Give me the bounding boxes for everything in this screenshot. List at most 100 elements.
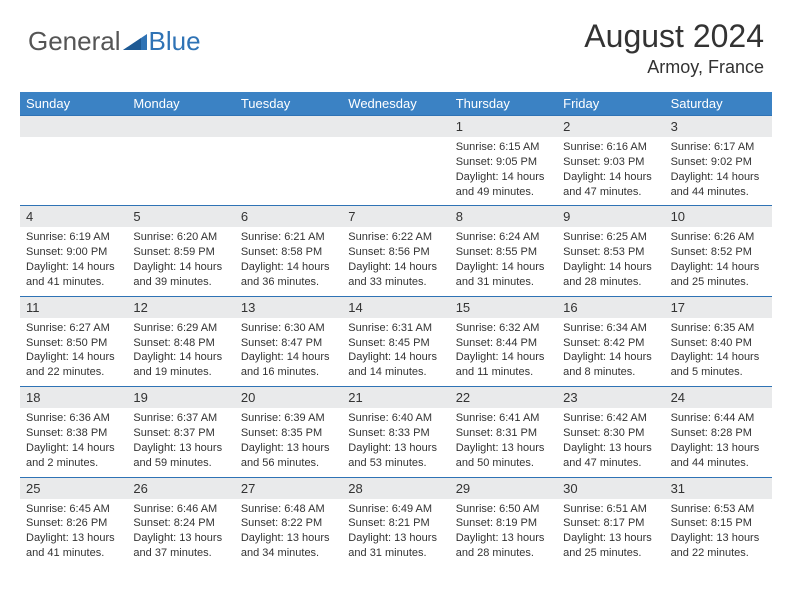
day-cell: Sunrise: 6:24 AMSunset: 8:55 PMDaylight:… xyxy=(450,227,557,295)
sunrise-text: Sunrise: 6:42 AM xyxy=(563,411,658,426)
sunset-text: Sunset: 8:31 PM xyxy=(456,426,551,441)
day-number: 28 xyxy=(342,478,449,499)
daylight-text-2: and 50 minutes. xyxy=(456,456,551,471)
day-number: 6 xyxy=(235,206,342,227)
day-number-row: 45678910 xyxy=(20,205,772,227)
sunrise-text: Sunrise: 6:27 AM xyxy=(26,321,121,336)
day-cell: Sunrise: 6:42 AMSunset: 8:30 PMDaylight:… xyxy=(557,408,664,476)
day-number: 2 xyxy=(557,116,664,137)
day-number xyxy=(20,116,127,137)
day-cell: Sunrise: 6:46 AMSunset: 8:24 PMDaylight:… xyxy=(127,499,234,567)
day-number: 11 xyxy=(20,297,127,318)
day-cell: Sunrise: 6:34 AMSunset: 8:42 PMDaylight:… xyxy=(557,318,664,386)
day-number: 9 xyxy=(557,206,664,227)
day-cell: Sunrise: 6:21 AMSunset: 8:58 PMDaylight:… xyxy=(235,227,342,295)
day-number: 16 xyxy=(557,297,664,318)
daylight-text-2: and 8 minutes. xyxy=(563,365,658,380)
daylight-text-1: Daylight: 13 hours xyxy=(133,441,228,456)
day-number: 18 xyxy=(20,387,127,408)
sunset-text: Sunset: 8:37 PM xyxy=(133,426,228,441)
sunrise-text: Sunrise: 6:34 AM xyxy=(563,321,658,336)
sunrise-text: Sunrise: 6:29 AM xyxy=(133,321,228,336)
daylight-text-2: and 16 minutes. xyxy=(241,365,336,380)
day-number: 15 xyxy=(450,297,557,318)
sunrise-text: Sunrise: 6:45 AM xyxy=(26,502,121,517)
day-number: 8 xyxy=(450,206,557,227)
sunset-text: Sunset: 8:33 PM xyxy=(348,426,443,441)
day-number: 31 xyxy=(665,478,772,499)
day-number: 25 xyxy=(20,478,127,499)
logo-text-blue: Blue xyxy=(149,26,201,57)
daylight-text-1: Daylight: 13 hours xyxy=(671,441,766,456)
day-number: 14 xyxy=(342,297,449,318)
weekday-label: Wednesday xyxy=(342,92,449,115)
location: Armoy, France xyxy=(584,57,764,78)
sunset-text: Sunset: 8:28 PM xyxy=(671,426,766,441)
day-cell: Sunrise: 6:41 AMSunset: 8:31 PMDaylight:… xyxy=(450,408,557,476)
daylight-text-2: and 44 minutes. xyxy=(671,456,766,471)
daylight-text-1: Daylight: 13 hours xyxy=(26,531,121,546)
sunset-text: Sunset: 8:42 PM xyxy=(563,336,658,351)
daylight-text-1: Daylight: 14 hours xyxy=(26,441,121,456)
day-body-row: Sunrise: 6:36 AMSunset: 8:38 PMDaylight:… xyxy=(20,408,772,476)
daylight-text-1: Daylight: 13 hours xyxy=(241,531,336,546)
daylight-text-1: Daylight: 14 hours xyxy=(348,350,443,365)
daylight-text-1: Daylight: 14 hours xyxy=(456,260,551,275)
sunrise-text: Sunrise: 6:30 AM xyxy=(241,321,336,336)
day-number: 10 xyxy=(665,206,772,227)
day-cell: Sunrise: 6:16 AMSunset: 9:03 PMDaylight:… xyxy=(557,137,664,205)
day-cell: Sunrise: 6:51 AMSunset: 8:17 PMDaylight:… xyxy=(557,499,664,567)
daylight-text-2: and 11 minutes. xyxy=(456,365,551,380)
daylight-text-2: and 33 minutes. xyxy=(348,275,443,290)
daylight-text-1: Daylight: 14 hours xyxy=(563,170,658,185)
day-number: 26 xyxy=(127,478,234,499)
sunrise-text: Sunrise: 6:44 AM xyxy=(671,411,766,426)
day-cell: Sunrise: 6:19 AMSunset: 9:00 PMDaylight:… xyxy=(20,227,127,295)
sunset-text: Sunset: 9:00 PM xyxy=(26,245,121,260)
sunset-text: Sunset: 8:19 PM xyxy=(456,516,551,531)
day-number: 24 xyxy=(665,387,772,408)
sunset-text: Sunset: 8:30 PM xyxy=(563,426,658,441)
sunset-text: Sunset: 8:59 PM xyxy=(133,245,228,260)
daylight-text-2: and 25 minutes. xyxy=(671,275,766,290)
daylight-text-1: Daylight: 13 hours xyxy=(348,441,443,456)
daylight-text-2: and 37 minutes. xyxy=(133,546,228,561)
day-number: 7 xyxy=(342,206,449,227)
sunrise-text: Sunrise: 6:15 AM xyxy=(456,140,551,155)
day-cell: Sunrise: 6:53 AMSunset: 8:15 PMDaylight:… xyxy=(665,499,772,567)
title-block: August 2024 Armoy, France xyxy=(584,18,764,78)
sunset-text: Sunset: 8:24 PM xyxy=(133,516,228,531)
sunrise-text: Sunrise: 6:50 AM xyxy=(456,502,551,517)
weeks-container: 123Sunrise: 6:15 AMSunset: 9:05 PMDaylig… xyxy=(20,115,772,567)
weekday-label: Thursday xyxy=(450,92,557,115)
day-cell: Sunrise: 6:15 AMSunset: 9:05 PMDaylight:… xyxy=(450,137,557,205)
daylight-text-2: and 47 minutes. xyxy=(563,185,658,200)
day-number: 29 xyxy=(450,478,557,499)
day-body-row: Sunrise: 6:19 AMSunset: 9:00 PMDaylight:… xyxy=(20,227,772,295)
day-cell: Sunrise: 6:17 AMSunset: 9:02 PMDaylight:… xyxy=(665,137,772,205)
month-title: August 2024 xyxy=(584,18,764,55)
weekday-label: Tuesday xyxy=(235,92,342,115)
sunset-text: Sunset: 8:58 PM xyxy=(241,245,336,260)
sunset-text: Sunset: 8:48 PM xyxy=(133,336,228,351)
day-number: 3 xyxy=(665,116,772,137)
daylight-text-2: and 44 minutes. xyxy=(671,185,766,200)
sunset-text: Sunset: 8:52 PM xyxy=(671,245,766,260)
daylight-text-2: and 31 minutes. xyxy=(348,546,443,561)
daylight-text-2: and 56 minutes. xyxy=(241,456,336,471)
sunrise-text: Sunrise: 6:22 AM xyxy=(348,230,443,245)
day-cell: Sunrise: 6:35 AMSunset: 8:40 PMDaylight:… xyxy=(665,318,772,386)
daylight-text-1: Daylight: 14 hours xyxy=(671,170,766,185)
sunset-text: Sunset: 8:15 PM xyxy=(671,516,766,531)
day-body-row: Sunrise: 6:15 AMSunset: 9:05 PMDaylight:… xyxy=(20,137,772,205)
day-number: 23 xyxy=(557,387,664,408)
day-number: 22 xyxy=(450,387,557,408)
sunset-text: Sunset: 8:26 PM xyxy=(26,516,121,531)
daylight-text-2: and 2 minutes. xyxy=(26,456,121,471)
daylight-text-2: and 34 minutes. xyxy=(241,546,336,561)
day-cell: Sunrise: 6:36 AMSunset: 8:38 PMDaylight:… xyxy=(20,408,127,476)
logo-triangle-icon xyxy=(123,34,147,50)
day-number xyxy=(342,116,449,137)
sunrise-text: Sunrise: 6:46 AM xyxy=(133,502,228,517)
daylight-text-2: and 14 minutes. xyxy=(348,365,443,380)
